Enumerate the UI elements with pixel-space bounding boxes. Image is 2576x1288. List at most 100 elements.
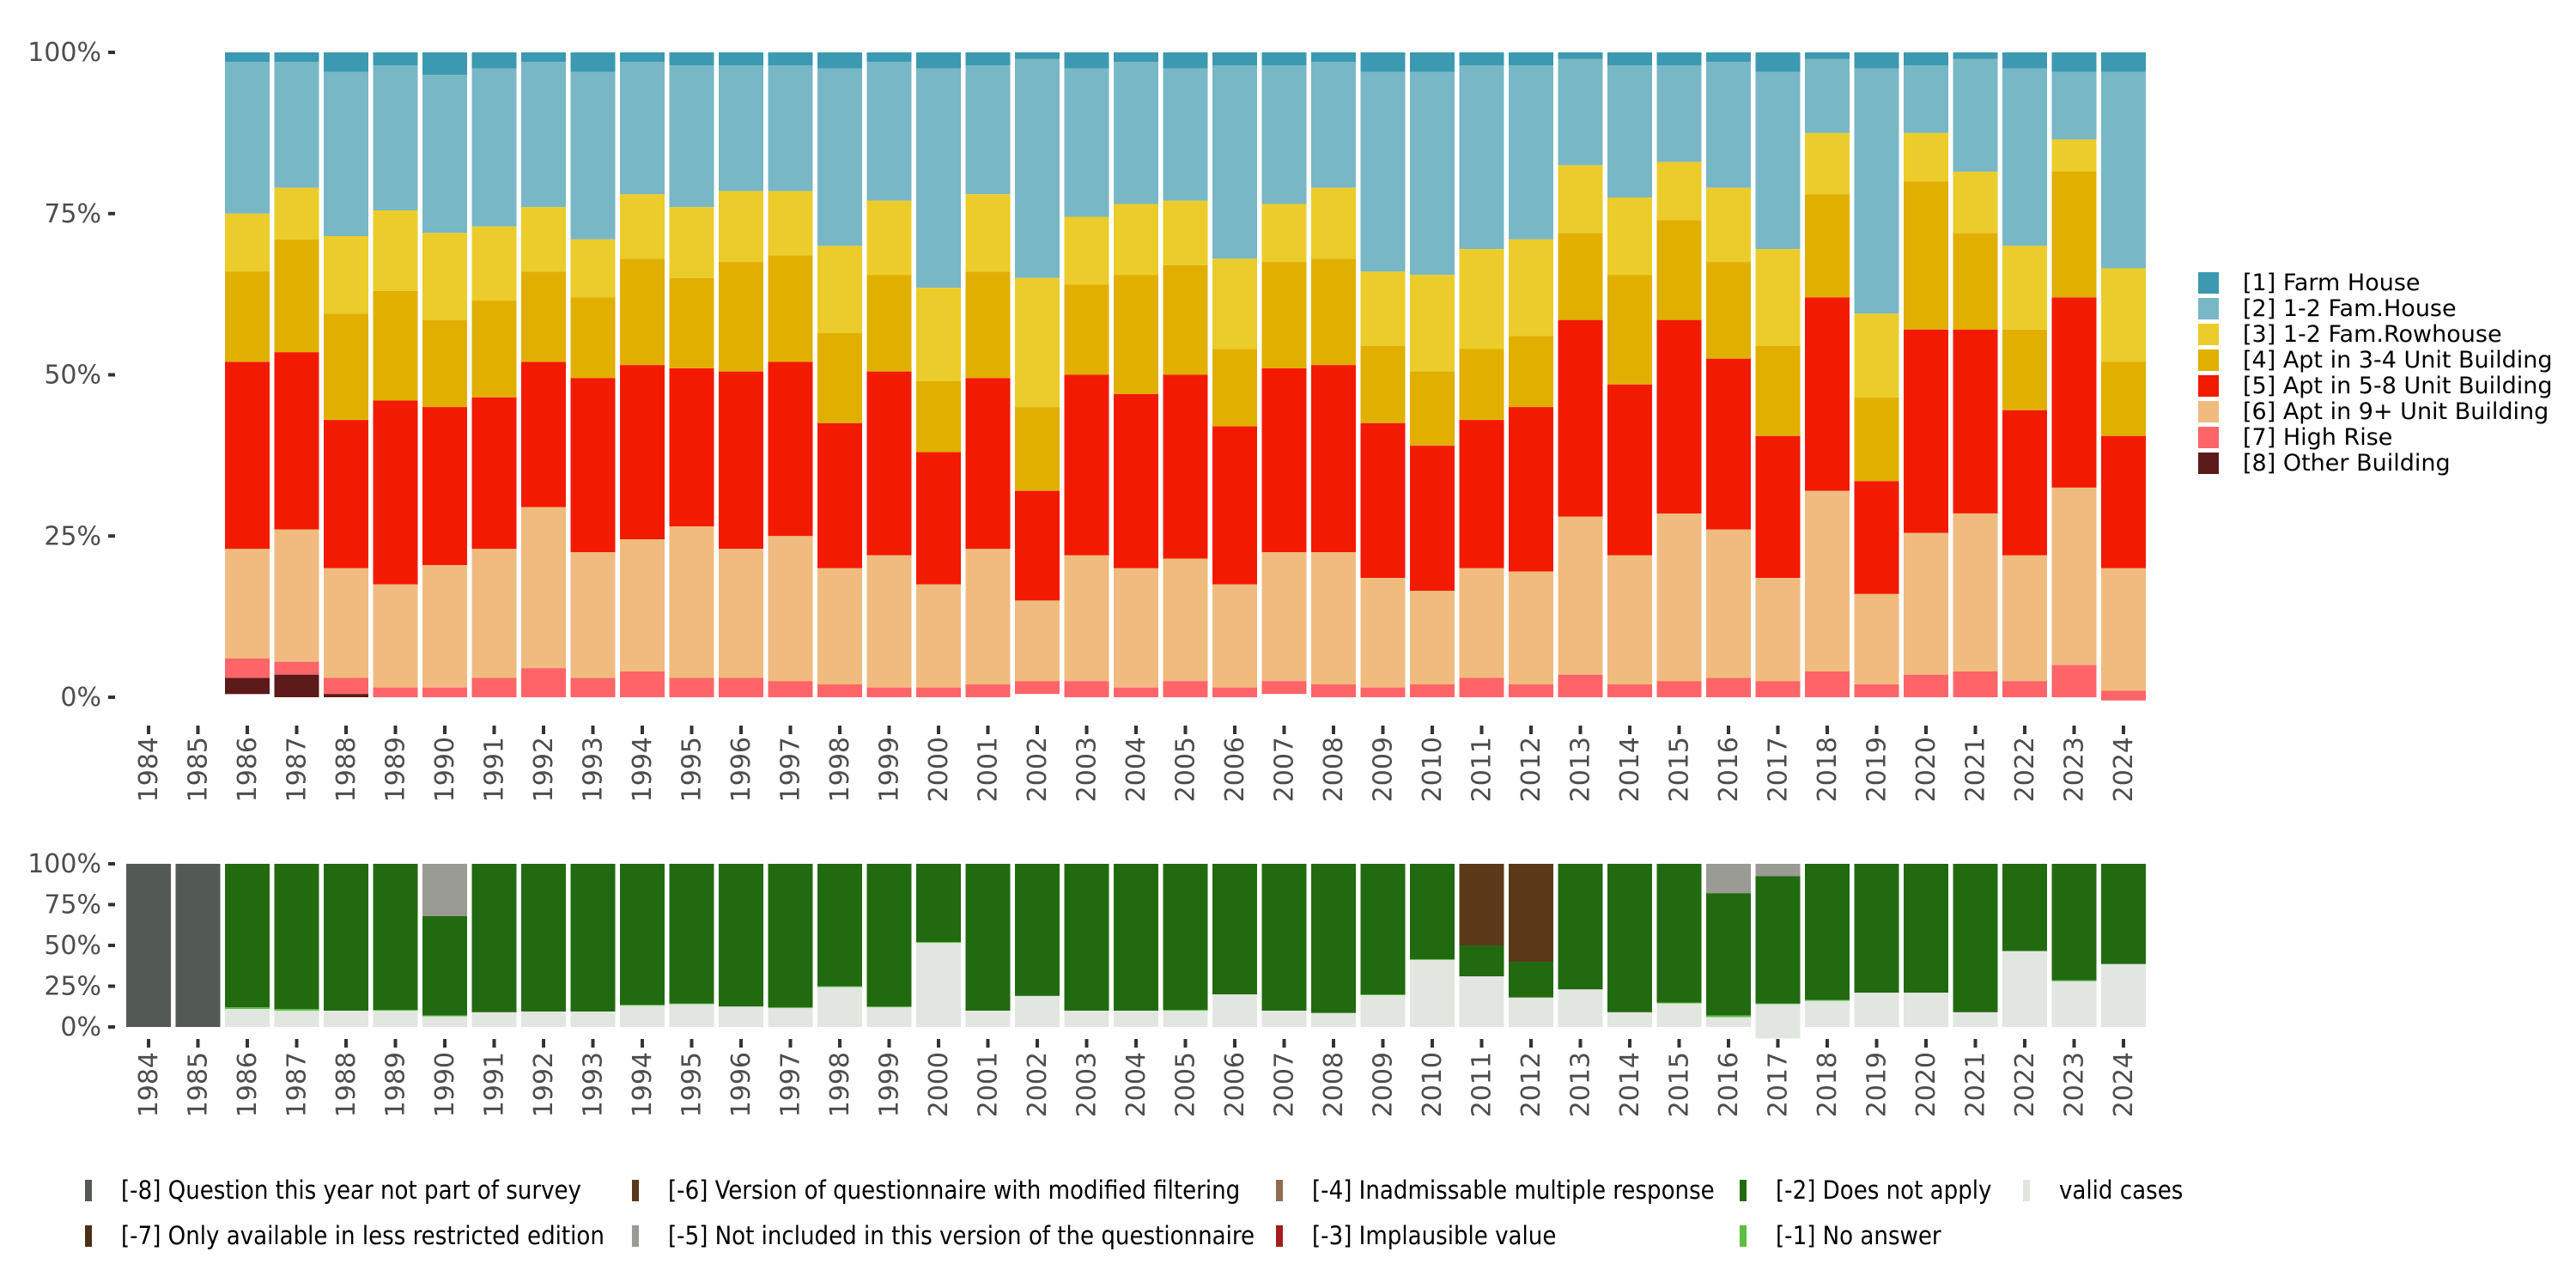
bar-segment bbox=[1212, 52, 1257, 65]
x-tick-label: 1994 bbox=[628, 1052, 658, 1117]
bar-segment bbox=[1755, 71, 1801, 249]
x-tick-label: 2008 bbox=[1319, 1052, 1349, 1117]
bar-segment bbox=[768, 1007, 813, 1009]
bar-segment bbox=[1360, 864, 1406, 994]
bar-segment bbox=[1311, 684, 1356, 697]
bar-segment bbox=[866, 52, 912, 63]
bar-segment bbox=[1015, 407, 1060, 491]
x-tick-mark bbox=[1183, 726, 1188, 734]
bar-segment bbox=[1904, 674, 1948, 697]
x-tick-mark bbox=[1479, 1039, 1484, 1048]
x-tick-mark bbox=[344, 726, 348, 734]
x-tick-mark bbox=[887, 726, 891, 734]
bar-segment bbox=[1706, 262, 1751, 359]
bar-segment bbox=[1212, 65, 1257, 259]
bar-segment bbox=[373, 400, 418, 585]
x-tick-mark bbox=[2122, 726, 2125, 734]
bar-segment bbox=[1459, 420, 1504, 568]
legend-label: [8] Other Building bbox=[2243, 450, 2451, 477]
bar-segment bbox=[1410, 864, 1455, 960]
bar-segment bbox=[422, 687, 467, 697]
bar-segment bbox=[1656, 513, 1702, 682]
bar-segment bbox=[916, 452, 961, 585]
bar-segment bbox=[1706, 677, 1751, 697]
x-tick-mark bbox=[1183, 1039, 1188, 1048]
bar-segment bbox=[225, 864, 270, 1008]
x-tick-mark bbox=[1924, 726, 1928, 734]
bar-segment bbox=[620, 62, 665, 195]
bar-segment bbox=[1015, 52, 1060, 59]
bar-segment bbox=[1212, 349, 1257, 427]
bar-segment bbox=[1261, 681, 1307, 695]
x-tick-label: 2018 bbox=[1813, 737, 1843, 802]
bar-segment bbox=[1904, 181, 1948, 330]
bar-segment bbox=[1410, 71, 1455, 276]
bar-segment bbox=[669, 277, 714, 368]
bar-segment bbox=[768, 191, 813, 256]
y-tick-mark bbox=[108, 51, 115, 54]
bar-segment bbox=[817, 422, 862, 568]
x-tick-mark bbox=[1479, 726, 1484, 734]
bar-segment bbox=[471, 226, 517, 301]
bar-segment bbox=[1015, 995, 1060, 1027]
bar-segment bbox=[2101, 435, 2146, 568]
bar-segment bbox=[1953, 52, 1998, 59]
bar-segment bbox=[768, 255, 813, 362]
bar-segment bbox=[1656, 319, 1702, 513]
legend-building-type: [1] Farm House[2] 1-2 Fam.House[3] 1-2 F… bbox=[2198, 270, 2553, 477]
bar-segment bbox=[471, 1012, 517, 1027]
bar-segment bbox=[1212, 258, 1257, 349]
bar-segment bbox=[225, 52, 270, 63]
legend-missing-values: [-8] Question this year not part of surv… bbox=[85, 1176, 2183, 1250]
x-tick-mark bbox=[1134, 726, 1138, 734]
bar-segment bbox=[965, 864, 1011, 1011]
bar-segment bbox=[373, 65, 418, 210]
bar-segment bbox=[324, 313, 368, 421]
x-tick-label: 2015 bbox=[1665, 1052, 1695, 1117]
bar-segment bbox=[768, 52, 813, 65]
x-tick-mark bbox=[1727, 1039, 1730, 1048]
bar-segment bbox=[373, 864, 418, 1010]
bar-segment bbox=[1854, 864, 1899, 993]
bar-segment bbox=[1805, 1000, 1850, 1027]
bar-segment bbox=[1015, 681, 1060, 695]
bar-segment bbox=[2002, 52, 2047, 69]
x-tick-mark bbox=[1084, 1039, 1089, 1048]
x-tick-label: 1988 bbox=[331, 1052, 361, 1117]
bar-segment bbox=[1360, 994, 1406, 995]
x-tick-mark bbox=[1529, 726, 1533, 734]
y-tick-label: 75% bbox=[44, 890, 101, 920]
bar-segment bbox=[620, 365, 665, 539]
y-tick-mark bbox=[108, 534, 115, 538]
x-tick-mark bbox=[2023, 726, 2026, 734]
bar-segment bbox=[1706, 1017, 1751, 1027]
bar-segment bbox=[1607, 197, 1652, 276]
bar-segment bbox=[866, 62, 912, 201]
x-tick-mark bbox=[1134, 1039, 1138, 1048]
x-tick-label: 1991 bbox=[480, 1052, 510, 1117]
bar-segment bbox=[274, 187, 319, 240]
bar-segment bbox=[471, 68, 517, 227]
bar-segment bbox=[324, 236, 368, 314]
bar-segment bbox=[521, 207, 566, 272]
bar-segment bbox=[471, 397, 517, 550]
bar-segment bbox=[1953, 329, 1998, 513]
bar-segment bbox=[1410, 52, 1455, 72]
bar-segment bbox=[1656, 681, 1702, 697]
x-tick-label: 1985 bbox=[184, 1052, 214, 1117]
x-tick-label: 1997 bbox=[776, 1052, 806, 1117]
bar-segment bbox=[1558, 58, 1603, 166]
x-tick-mark bbox=[641, 726, 644, 734]
x-tick-label: 2020 bbox=[1911, 737, 1941, 802]
bar-segment bbox=[1311, 365, 1356, 552]
x-tick-label: 2007 bbox=[1270, 1052, 1300, 1117]
y-tick-label: 0% bbox=[60, 1012, 101, 1042]
bar-segment bbox=[1360, 578, 1406, 688]
bar-segment bbox=[422, 1016, 467, 1027]
bar-segment bbox=[1212, 994, 1257, 1027]
x-tick-label: 1993 bbox=[579, 737, 609, 802]
legend-label: [5] Apt in 5-8 Unit Building bbox=[2243, 373, 2553, 399]
legend-key bbox=[85, 1180, 92, 1201]
y-tick-label: 100% bbox=[27, 849, 101, 879]
bar-segment bbox=[1261, 262, 1307, 368]
